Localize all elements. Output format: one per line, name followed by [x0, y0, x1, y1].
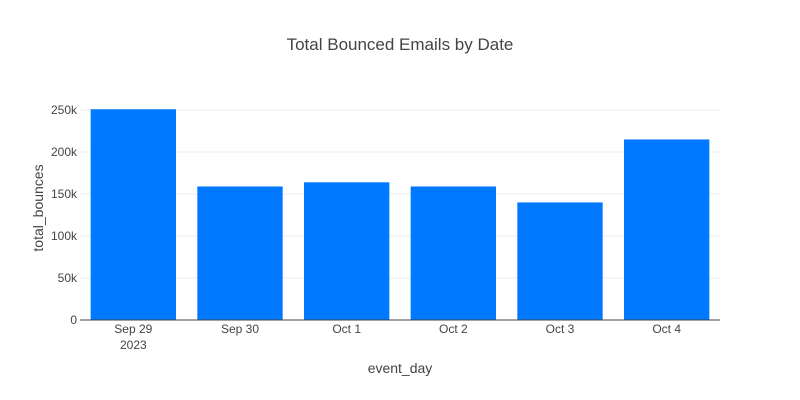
- bar[interactable]: [624, 139, 710, 320]
- x-tick-label: Oct 4: [652, 322, 681, 336]
- x-tick-label: Sep 29: [114, 322, 152, 336]
- y-tick-label: 250k: [51, 103, 78, 117]
- bar[interactable]: [517, 202, 603, 320]
- bar[interactable]: [197, 186, 283, 320]
- y-tick-label: 50k: [58, 271, 78, 285]
- bar[interactable]: [410, 186, 496, 320]
- y-tick-label: 200k: [51, 145, 78, 159]
- x-tick-labels: Sep 29 2023 Sep 30 Oct 1 Oct 2 Oct 3 Oct 4: [114, 322, 681, 352]
- y-tick-label: 0: [70, 313, 77, 327]
- y-axis-title: total_bounces: [30, 164, 46, 251]
- x-tick-label: Sep 30: [221, 322, 259, 336]
- y-tick-label: 150k: [51, 187, 78, 201]
- chart-title: Total Bounced Emails by Date: [287, 35, 514, 54]
- bar[interactable]: [90, 109, 176, 321]
- x-tick-label: Oct 1: [332, 322, 361, 336]
- x-axis-title: event_day: [368, 360, 433, 376]
- x-tick-label: Oct 3: [546, 322, 575, 336]
- y-tick-label: 100k: [51, 229, 78, 243]
- x-tick-sublabel: 2023: [120, 338, 147, 352]
- bars: [90, 109, 710, 321]
- gridlines: [80, 109, 720, 279]
- y-tick-labels: 0 50k 100k 150k 200k 250k: [51, 103, 78, 327]
- bar[interactable]: [304, 182, 390, 320]
- x-tick-label: Oct 2: [439, 322, 468, 336]
